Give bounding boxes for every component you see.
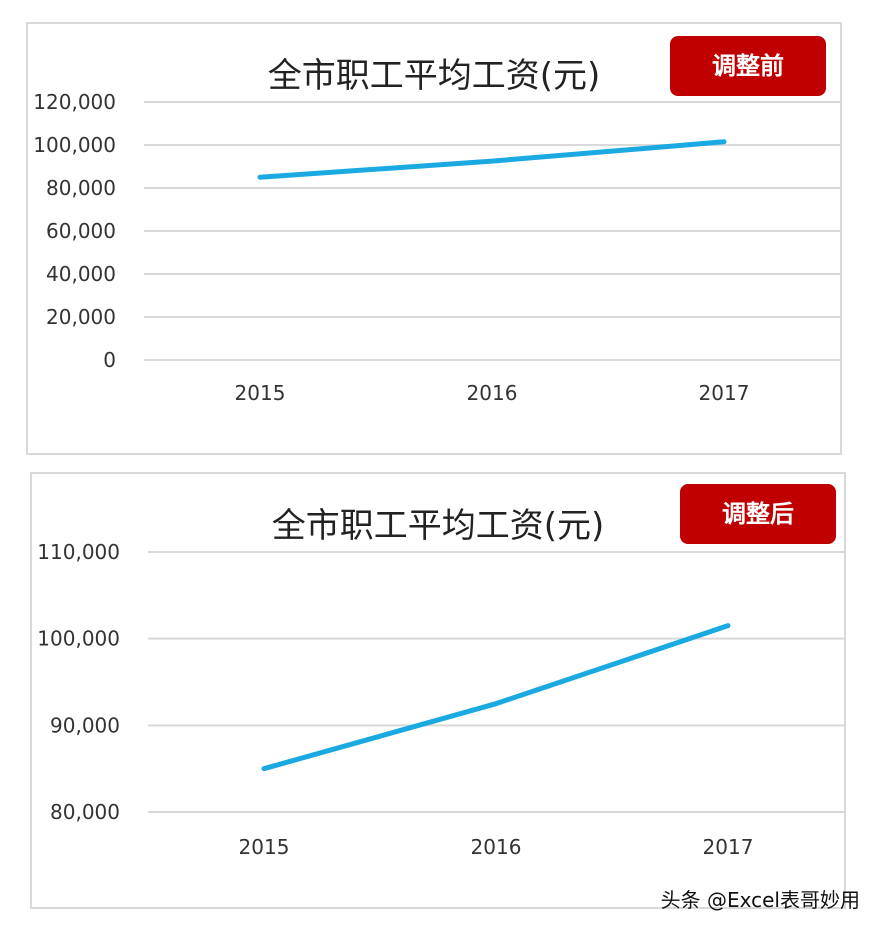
x-tick-label: 2015 <box>239 835 290 859</box>
y-tick-label: 0 <box>103 348 116 372</box>
chart-after-panel: 全市职工平均工资(元) 调整后 80,000 90,000 100,000 110,0… <box>30 472 846 909</box>
chart-title: 全市职工平均工资(元) <box>271 506 605 546</box>
badge-after: 调整后 <box>680 484 836 544</box>
x-tick-label: 2017 <box>703 835 754 859</box>
y-tick-label: 20,000 <box>46 305 116 329</box>
y-tick-label: 80,000 <box>46 176 116 200</box>
chart-title: 全市职工平均工资(元) <box>267 56 601 96</box>
x-tick-label: 2016 <box>471 835 522 859</box>
badge-before: 调整前 <box>670 36 826 96</box>
y-tick-label: 120,000 <box>33 90 116 114</box>
y-tick-label: 110,000 <box>37 540 120 564</box>
y-tick-label: 80,000 <box>50 800 120 824</box>
y-tick-label: 40,000 <box>46 262 116 286</box>
y-tick-label: 90,000 <box>50 713 120 737</box>
x-tick-label: 2015 <box>235 381 286 405</box>
series-line <box>257 139 727 180</box>
watermark: 头条 @Excel表哥妙用 <box>660 888 860 912</box>
line-chart-after: 80,000 90,000 100,000 110,000 2015 2016 2017 <box>37 540 844 859</box>
series-line <box>261 623 731 772</box>
y-tick-label: 100,000 <box>37 627 120 651</box>
x-tick-label: 2017 <box>699 381 750 405</box>
y-tick-label: 100,000 <box>33 133 116 157</box>
x-tick-label: 2016 <box>467 381 518 405</box>
y-tick-label: 60,000 <box>46 219 116 243</box>
line-chart-before: 0 20,000 40,000 60,000 80,000 100,000 120,000 2… <box>33 90 840 405</box>
chart-before-panel: 全市职工平均工资(元) 调整前 0 20,000 40,000 60,000 80,00… <box>26 22 842 455</box>
